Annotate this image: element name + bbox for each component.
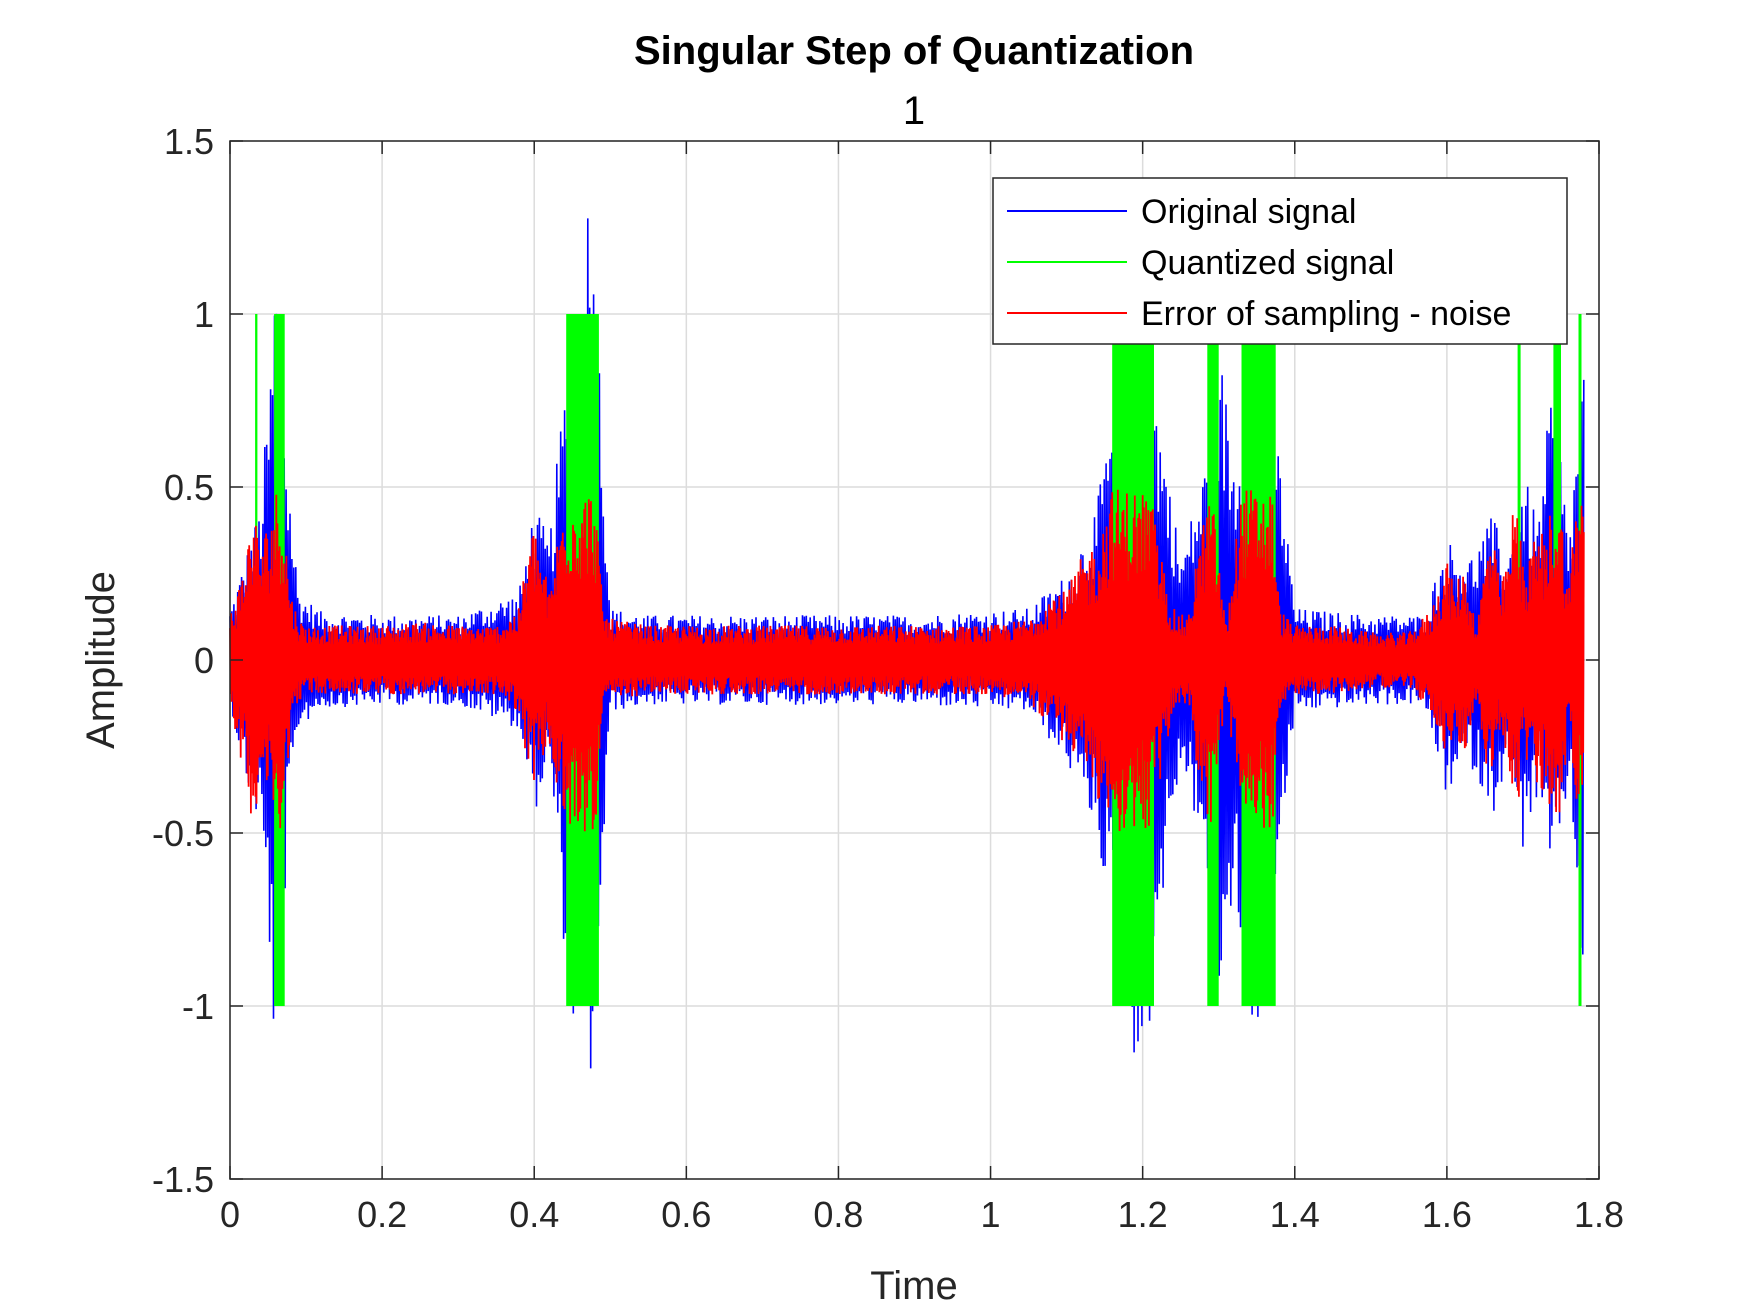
legend: Original signal Quantized signal Error o…	[992, 177, 1568, 345]
y-tick-label-3: 0	[194, 640, 214, 681]
legend-label-original: Original signal	[1141, 193, 1356, 231]
series-quantized-segment-6	[1517, 314, 1521, 660]
x-tick-label-5: 1	[981, 1194, 1001, 1235]
legend-label-quantized: Quantized signal	[1141, 244, 1394, 282]
y-tick-label-0: -1.5	[152, 1159, 214, 1200]
x-tick-label-9: 1.8	[1574, 1194, 1624, 1235]
series-noise-line	[229, 489, 1585, 832]
x-tick-label-8: 1.6	[1422, 1194, 1472, 1235]
axes	[229, 140, 1600, 1180]
y-tick-label-1: -1	[182, 986, 214, 1027]
y-tick-label-6: 1.5	[164, 121, 214, 162]
x-tick-label-6: 1.2	[1118, 1194, 1168, 1235]
series-quantized-segment-0	[255, 314, 258, 660]
y-axis-label: Amplitude	[79, 571, 123, 749]
x-tick-label-0: 0	[220, 1194, 240, 1235]
x-tick-label-4: 0.8	[813, 1194, 863, 1235]
x-tick-labels: 0 0.2 0.4 0.6 0.8 1 1.2 1.4 1.6 1.8	[220, 1194, 1624, 1235]
data-series	[229, 218, 1585, 1069]
chart-title: Singular Step of Quantization	[634, 29, 1194, 73]
x-tick-label-3: 0.6	[661, 1194, 711, 1235]
y-tick-label-2: -0.5	[152, 813, 214, 854]
chart-subtitle: 1	[903, 89, 925, 133]
x-tick-label-2: 0.4	[509, 1194, 559, 1235]
y-tick-labels: -1.5 -1 -0.5 0 0.5 1 1.5	[152, 121, 214, 1200]
y-tick-label-4: 0.5	[164, 467, 214, 508]
x-axis-label: Time	[870, 1264, 957, 1308]
legend-label-noise: Error of sampling - noise	[1141, 295, 1511, 333]
x-tick-label-7: 1.4	[1270, 1194, 1320, 1235]
series-quantized-segment-7	[1553, 314, 1561, 660]
y-tick-label-5: 1	[194, 294, 214, 335]
x-tick-label-1: 0.2	[357, 1194, 407, 1235]
